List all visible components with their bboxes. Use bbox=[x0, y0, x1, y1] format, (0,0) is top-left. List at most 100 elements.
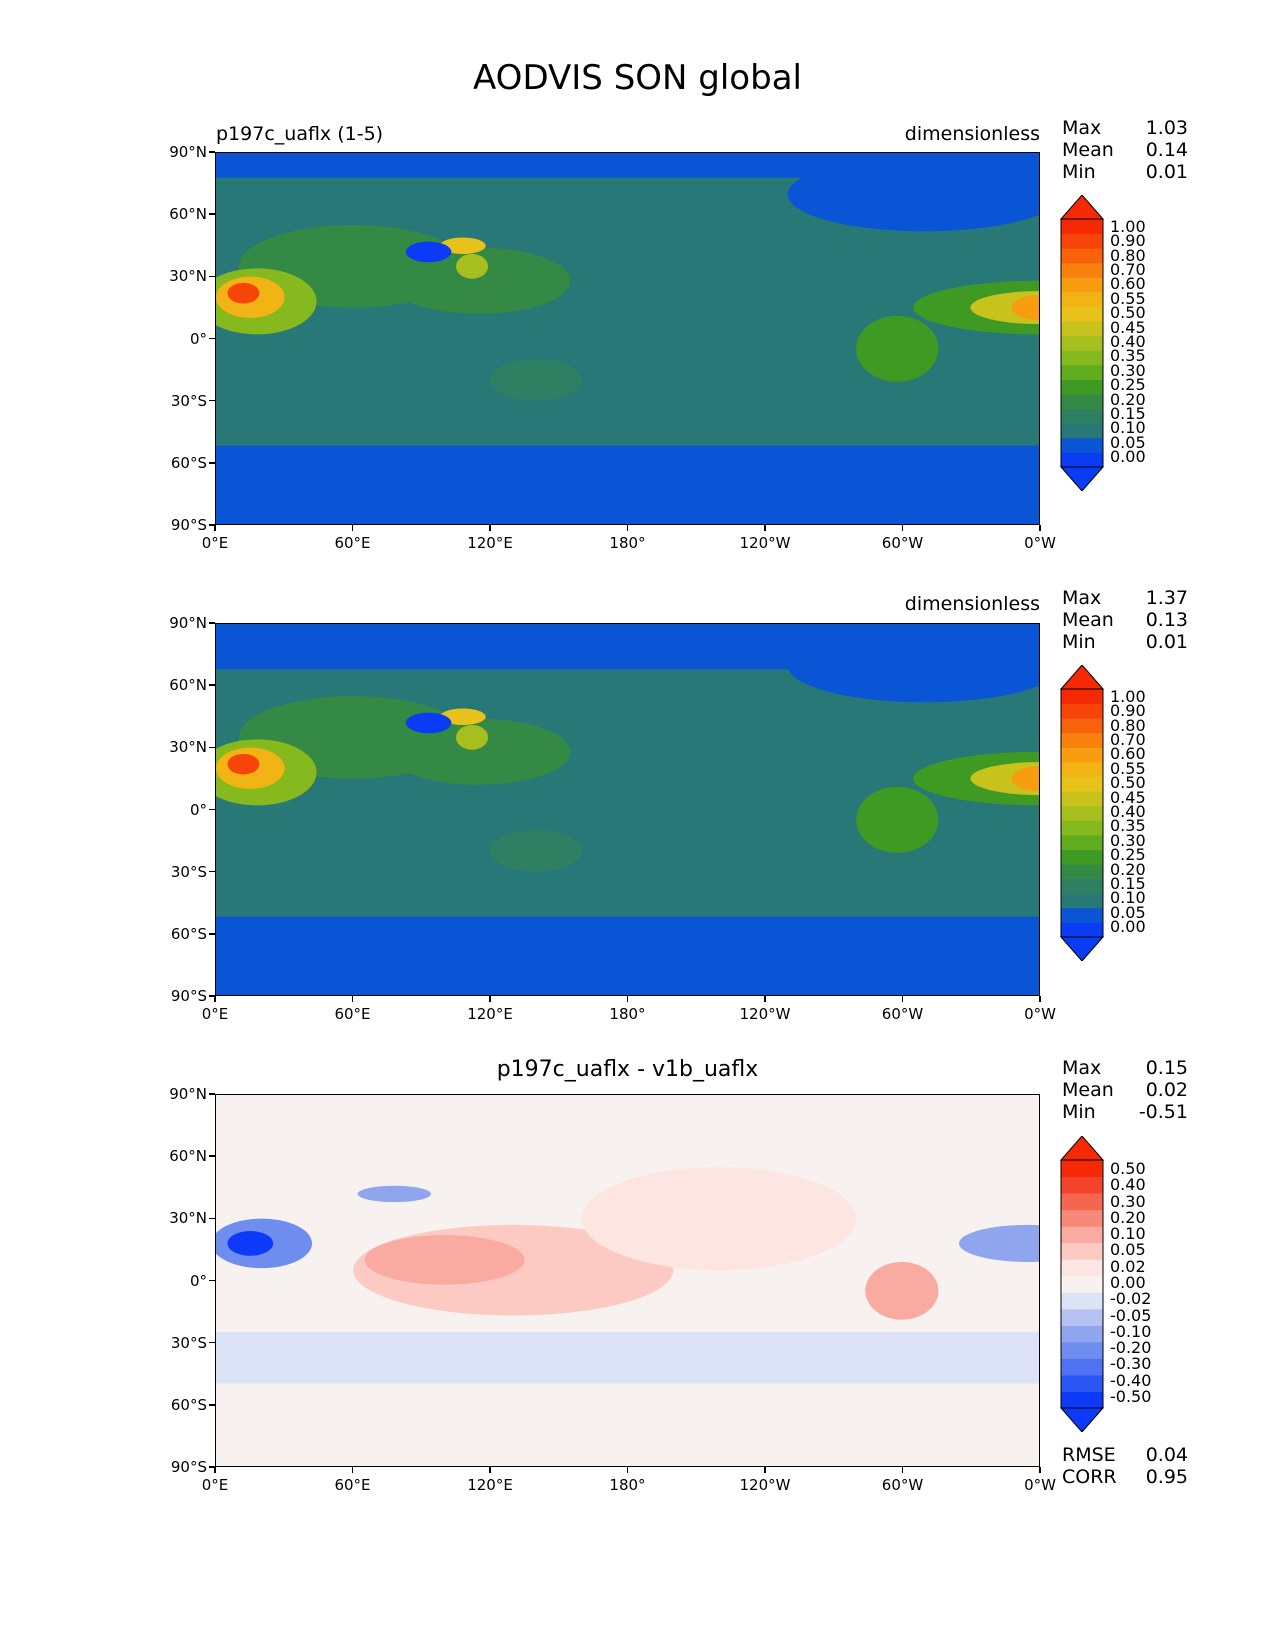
panel1-lon-tick-mark bbox=[764, 525, 766, 531]
colorbar-tick-label: 0.50 bbox=[1110, 303, 1146, 323]
colorbar-swatch bbox=[1061, 233, 1103, 249]
colorbar-tick-label: -0.50 bbox=[1110, 1387, 1152, 1407]
colorbar-swatch bbox=[1061, 1341, 1103, 1359]
colorbar-tick-label: 1.00 bbox=[1110, 216, 1146, 236]
panel1-lon-tick-label: 0°E bbox=[201, 534, 229, 552]
colorbar-tick-label: 0.40 bbox=[1110, 1175, 1146, 1195]
panel1-lon-tick-mark bbox=[489, 525, 491, 531]
panel3-lon-tick-mark bbox=[214, 1467, 216, 1473]
colorbar-tick-label: 0.80 bbox=[1110, 715, 1146, 735]
field-contour-region bbox=[227, 1231, 274, 1256]
panel2-lon-tick-mark bbox=[764, 996, 766, 1002]
panel2-min-value: 0.01 bbox=[1145, 631, 1188, 653]
panel1-lon-tick-mark bbox=[626, 525, 629, 531]
panel3-lat-tick-mark bbox=[209, 1155, 215, 1157]
panel3-lon-tick-label: 120°W bbox=[739, 1476, 791, 1494]
panel1-mean-label: Mean bbox=[1062, 139, 1114, 161]
colorbar-swatch bbox=[1061, 922, 1103, 938]
colorbar-tick-label: 0.60 bbox=[1110, 274, 1146, 294]
panel3-lon-tick-label: 180° bbox=[609, 1476, 646, 1494]
panel3-lon-tick-label: 60°W bbox=[881, 1476, 924, 1494]
colorbar-extend-high bbox=[1060, 1136, 1104, 1161]
panel3-rmse-label: RMSE bbox=[1062, 1444, 1116, 1466]
panel3-rmse-value: 0.04 bbox=[1145, 1444, 1188, 1466]
panel3-lat-tick-mark bbox=[209, 1341, 215, 1344]
colorbar-tick-label: 0.30 bbox=[1110, 1191, 1146, 1211]
colorbar-tick-label: 0.05 bbox=[1110, 432, 1146, 452]
panel2-lat-tick-mark bbox=[209, 995, 215, 997]
colorbar-swatch bbox=[1061, 1391, 1103, 1409]
panel1-units: dimensionless bbox=[904, 123, 1040, 145]
panel1-lon-tick-mark bbox=[351, 525, 354, 531]
colorbar-tick-label: 0.25 bbox=[1110, 375, 1146, 395]
panel1-lat-tick-label: 90°N bbox=[169, 143, 207, 161]
colorbar-tick-label: 0.20 bbox=[1110, 859, 1146, 879]
panel1-mean-value: 0.14 bbox=[1145, 139, 1188, 161]
colorbar-tick-label: 0.15 bbox=[1110, 404, 1146, 424]
panel3-lon-tick-mark bbox=[489, 1467, 491, 1473]
panel1-colorbar bbox=[1060, 195, 1104, 491]
panel3-field bbox=[216, 1095, 1039, 1466]
colorbar-tick-label: 0.90 bbox=[1110, 231, 1146, 251]
panel3-mean-value: 0.02 bbox=[1145, 1079, 1188, 1101]
field-contour-region bbox=[490, 359, 582, 401]
field-contour-region bbox=[1011, 766, 1039, 791]
colorbar-swatch bbox=[1061, 452, 1103, 468]
colorbar-extend-low bbox=[1060, 466, 1104, 491]
panel2-lat-tick-label: 90°N bbox=[169, 614, 207, 632]
colorbar-tick-label: 0.30 bbox=[1110, 360, 1146, 380]
colorbar-swatch bbox=[1061, 849, 1103, 865]
colorbar-tick-label: 0.40 bbox=[1110, 332, 1146, 351]
colorbar-swatch bbox=[1061, 1242, 1103, 1260]
panel1-lon-tick-label: 0°W bbox=[1024, 534, 1056, 552]
panel1-lat-tick-mark bbox=[209, 524, 215, 526]
panel3-lat-tick-label: 30°N bbox=[169, 1209, 207, 1228]
colorbar-swatch bbox=[1061, 219, 1103, 235]
panel3-lat-tick-mark bbox=[209, 1279, 215, 1282]
panel3-lat-tick-label: 90°S bbox=[170, 1458, 207, 1476]
colorbar-outline bbox=[1060, 218, 1104, 468]
panel3-lat-tick-label: 90°N bbox=[169, 1085, 207, 1103]
panel1-field bbox=[216, 153, 1039, 524]
panel3-max-value: 0.15 bbox=[1145, 1057, 1188, 1079]
panel1-min-label: Min bbox=[1062, 161, 1096, 183]
colorbar-swatch bbox=[1061, 907, 1103, 923]
panel3-lon-tick-mark bbox=[626, 1467, 629, 1473]
colorbar-tick-label: 0.80 bbox=[1110, 245, 1146, 265]
field-contour-region bbox=[787, 628, 1039, 703]
panel2-max-value: 1.37 bbox=[1145, 587, 1188, 609]
panel2-colorbar bbox=[1060, 665, 1104, 961]
colorbar-tick-label: 0.10 bbox=[1110, 1224, 1146, 1244]
panel2-lat-tick-label: 60°N bbox=[169, 676, 207, 695]
colorbar-swatch bbox=[1061, 776, 1103, 792]
colorbar-swatch bbox=[1061, 321, 1103, 337]
colorbar-tick-label: 0.10 bbox=[1110, 888, 1146, 908]
field-contour-region bbox=[440, 708, 486, 725]
colorbar-tick-label: -0.40 bbox=[1110, 1370, 1152, 1390]
panel2-lat-tick-mark bbox=[209, 870, 215, 873]
colorbar-swatch bbox=[1061, 1308, 1103, 1326]
panel2-min-label: Min bbox=[1062, 631, 1096, 653]
colorbar-tick-label: 0.00 bbox=[1110, 917, 1146, 937]
panel1-lat-tick-mark bbox=[209, 337, 215, 340]
panel1-lat-tick-mark bbox=[209, 399, 215, 402]
panel3-lat-tick-label: 60°S bbox=[170, 1395, 207, 1414]
colorbar-swatch bbox=[1061, 1176, 1103, 1194]
colorbar-swatch bbox=[1061, 379, 1103, 395]
colorbar-swatch bbox=[1061, 747, 1103, 763]
colorbar-tick-label: 0.50 bbox=[1110, 1158, 1146, 1178]
colorbar-tick-label: 0.05 bbox=[1110, 1240, 1146, 1260]
panel3-lat-tick-label: 0° bbox=[189, 1271, 207, 1290]
colorbar-tick-label: 0.90 bbox=[1110, 701, 1146, 721]
colorbar-tick-label: -0.30 bbox=[1110, 1354, 1152, 1374]
panel3-lon-tick-mark bbox=[351, 1467, 354, 1473]
panel2-lat-tick-mark bbox=[209, 622, 215, 624]
colorbar-swatch bbox=[1061, 834, 1103, 850]
field-contour-region bbox=[216, 445, 1039, 524]
panel2-lon-tick-label: 180° bbox=[609, 1005, 646, 1023]
colorbar-outline bbox=[1060, 1159, 1104, 1409]
panel1-lat-tick-label: 0° bbox=[189, 329, 207, 348]
panel2-max-label: Max bbox=[1062, 587, 1102, 609]
colorbar-swatch bbox=[1061, 394, 1103, 410]
panel2-lon-tick-label: 0°W bbox=[1024, 1005, 1056, 1023]
